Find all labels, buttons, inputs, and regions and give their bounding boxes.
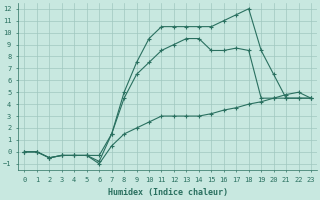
X-axis label: Humidex (Indice chaleur): Humidex (Indice chaleur) [108, 188, 228, 197]
